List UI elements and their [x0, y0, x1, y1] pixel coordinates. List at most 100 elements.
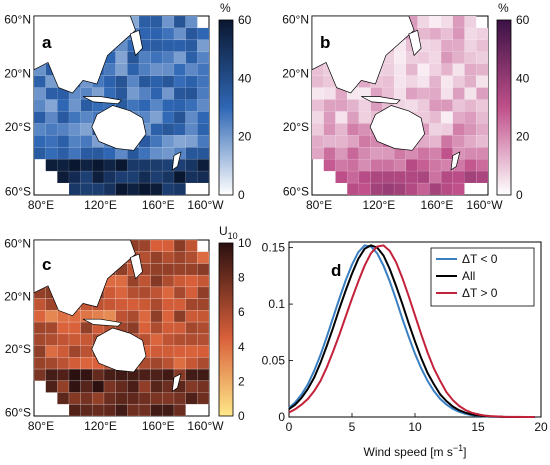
heatmap-cell [68, 182, 81, 196]
heatmap-cell [323, 99, 336, 112]
heatmap-cell [464, 99, 477, 112]
heatmap-cell [405, 99, 418, 112]
heatmap-cell [150, 380, 163, 393]
heatmap-cell [162, 274, 175, 288]
heatmap-cell [476, 63, 489, 76]
lon-tick-label: 160°W [187, 198, 224, 212]
lon-tick-label: 160°E [142, 198, 175, 212]
heatmap-cell [103, 170, 116, 184]
lat-ticks-c: 60°N 20°N 20°S 60°S [4, 237, 31, 420]
colorbar-tick-label: 10 [238, 236, 252, 250]
heatmap-cell [197, 345, 210, 358]
heatmap-cell [57, 158, 70, 172]
heatmap-cell [185, 357, 198, 370]
heatmap-cell [185, 170, 198, 184]
heatmap-cell [162, 123, 175, 136]
heatmap-cell [115, 310, 128, 323]
heatmap-cell [115, 286, 128, 299]
heatmap-cell [150, 251, 163, 264]
heatmap-cell [45, 135, 58, 148]
land-polygon [33, 15, 136, 94]
heatmap-cell [370, 147, 383, 160]
x-axis-label: Wind speed [m s−1] [364, 443, 467, 459]
heatmap-cell [440, 123, 454, 136]
heatmap-cell [323, 111, 336, 124]
heatmap-cell [464, 39, 477, 53]
heatmap-cell [197, 286, 210, 299]
heatmap-cell [417, 147, 430, 160]
heatmap-cell [162, 75, 175, 88]
heatmap-cell [127, 286, 140, 299]
heatmap-cell [162, 333, 175, 346]
panel-letter-d: d [331, 261, 341, 280]
x-tick-label: 0 [286, 420, 293, 434]
heatmap-cell [197, 147, 210, 160]
heatmap-cell [185, 123, 198, 136]
line-chart-panel-d: 0 5 10 15 20 0 0.05 0.1 0.15 d ΔT < 0 All ΔT > 0 W… [262, 241, 548, 459]
land-polygon [361, 96, 401, 105]
colorbar-tick-label: 0 [516, 188, 523, 202]
heatmap-cell [429, 135, 442, 148]
heatmap-cell [382, 170, 395, 184]
heatmap-cell [464, 15, 477, 29]
heatmap-cell [185, 27, 198, 41]
heatmap-cell [162, 147, 175, 160]
heatmap-cell [80, 368, 93, 382]
lat-tick-label: 20°N [4, 289, 31, 303]
heatmap-cell [103, 63, 116, 76]
lon-tick-label: 160°E [142, 419, 175, 433]
heatmap-cell [197, 274, 210, 288]
heatmap-cell [92, 404, 105, 417]
land-polygon [369, 105, 425, 151]
heatmap-cell [452, 63, 465, 76]
heatmap-cell [45, 380, 58, 393]
y-tick-label: 0.05 [262, 354, 286, 368]
heatmap-cell [138, 310, 151, 323]
heatmap-cell [476, 111, 489, 124]
heatmap-cell [150, 298, 163, 311]
heatmap-cell [57, 392, 70, 405]
colorbar-b [496, 19, 512, 196]
heatmap-cell [80, 135, 93, 148]
heatmap-cell [382, 75, 395, 88]
heatmap-cell [138, 380, 151, 393]
heatmap-cell [370, 170, 383, 184]
landmass-a [33, 15, 182, 171]
lat-tick-label: 20°N [282, 66, 309, 80]
heatmap-cell [405, 75, 418, 88]
heatmap-cell [57, 380, 70, 393]
heatmap-cell [464, 87, 477, 100]
heatmap-cell [464, 111, 477, 124]
heatmap-cell [150, 27, 163, 41]
heatmap-cell [173, 123, 186, 136]
heatmap-cell [150, 111, 163, 124]
heatmap-cell [173, 99, 186, 112]
heatmap-cell [162, 99, 175, 112]
heatmap-cell [92, 368, 105, 382]
heatmap-cell [464, 27, 477, 41]
heatmap-cell [33, 123, 46, 136]
heatmap-cell [452, 51, 465, 64]
heatmap-cell [33, 321, 46, 335]
heatmap-cell [33, 75, 46, 88]
heatmap-cell [417, 158, 430, 172]
heatmap-cell [197, 263, 210, 276]
heatmap-cell [382, 182, 395, 196]
heatmap-cell [127, 75, 140, 88]
heatmap-cell [45, 123, 58, 136]
heatmap-cell [393, 63, 407, 76]
heatmap-cell [452, 39, 465, 53]
heatmap-cell [162, 404, 175, 417]
lon-tick-label: 160°W [187, 419, 224, 433]
heatmap-cell [80, 170, 93, 184]
heatmap-cell [103, 392, 116, 405]
heatmap-cell [335, 135, 348, 148]
heatmap-cell [173, 357, 186, 370]
legend-label-neg: ΔT < 0 [462, 252, 498, 266]
heatmap-cell [138, 182, 151, 196]
heatmap-cell [452, 135, 465, 148]
colorbar-tick-label: 8 [238, 271, 245, 285]
heatmap-cell [68, 99, 81, 112]
heatmap-cell [440, 27, 454, 41]
